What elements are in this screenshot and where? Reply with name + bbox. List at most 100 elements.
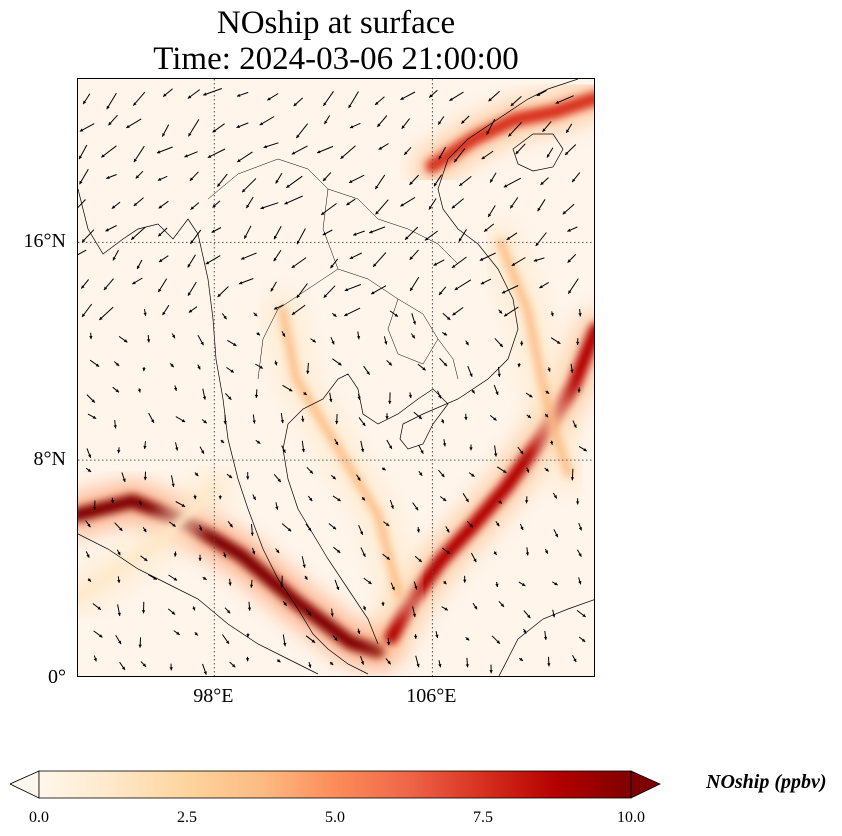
wind-arrow xyxy=(515,143,526,155)
wind-arrow xyxy=(87,413,97,420)
wind-arrow xyxy=(410,333,416,339)
wind-arrow xyxy=(552,609,556,618)
wind-arrow xyxy=(306,362,310,374)
wind-arrow xyxy=(249,579,254,588)
wind-arrow xyxy=(378,143,389,151)
colorbar-extend-min xyxy=(10,770,40,799)
wind-arrow xyxy=(523,610,531,619)
wind-arrow xyxy=(211,227,222,233)
wind-arrow xyxy=(267,93,279,101)
wind-arrow xyxy=(415,655,420,668)
wind-arrow xyxy=(374,174,386,190)
wind-arrow xyxy=(577,387,581,393)
wind-arrow xyxy=(255,439,261,445)
wind-arrow xyxy=(411,313,416,325)
wind-arrow xyxy=(274,360,278,366)
wind-arrow xyxy=(158,200,169,209)
wind-arrow xyxy=(169,521,176,528)
wind-arrow xyxy=(286,175,303,189)
wind-arrow xyxy=(203,88,222,96)
wind-arrow xyxy=(187,254,196,268)
wind-arrow xyxy=(113,420,117,429)
wind-arrow xyxy=(305,523,312,532)
wind-arrow xyxy=(458,176,472,187)
wind-arrow xyxy=(572,655,577,663)
wind-arrow xyxy=(194,631,199,636)
wind-arrow xyxy=(117,576,121,584)
coastlines xyxy=(78,79,594,676)
wind-arrow xyxy=(167,608,176,615)
wind-arrow xyxy=(472,602,478,610)
wind-arrow xyxy=(192,606,196,611)
wind-arrow xyxy=(173,385,178,392)
wind-arrow xyxy=(236,151,253,163)
lat-label: 0° xyxy=(48,666,66,688)
wind-arrow xyxy=(567,226,578,232)
wind-arrow xyxy=(199,446,205,454)
wind-arrow xyxy=(224,607,231,614)
wind-arrow xyxy=(412,502,419,511)
wind-arrow xyxy=(435,630,439,639)
wind-arrow xyxy=(362,605,366,611)
wind-arrow xyxy=(117,604,121,617)
wind-arrow xyxy=(126,118,142,129)
wind-arrow xyxy=(304,575,308,581)
wind-vectors xyxy=(78,88,588,675)
wind-arrow xyxy=(578,309,582,317)
wind-arrow xyxy=(295,123,308,139)
wind-arrow xyxy=(85,467,92,473)
wind-arrow xyxy=(363,577,372,585)
lane-core-3 xyxy=(496,238,573,478)
wind-arrow xyxy=(202,576,207,581)
wind-arrow xyxy=(438,660,442,668)
wind-arrow xyxy=(489,172,497,183)
wind-arrow xyxy=(576,549,582,557)
wind-arrow xyxy=(343,307,361,317)
wind-arrow xyxy=(80,279,89,289)
wind-arrow xyxy=(441,606,449,611)
wind-arrow xyxy=(110,497,115,504)
wind-arrow xyxy=(555,95,574,104)
wind-arrow xyxy=(562,203,575,215)
wind-arrow xyxy=(578,445,588,452)
wind-arrow xyxy=(413,411,423,420)
wind-arrow xyxy=(226,366,235,373)
wind-arrow xyxy=(564,144,577,156)
wind-arrow xyxy=(333,546,341,554)
colorbar-tick-label: 5.0 xyxy=(325,809,345,826)
wind-arrow xyxy=(260,202,279,210)
wind-arrow xyxy=(493,384,499,396)
wind-arrow xyxy=(158,255,169,263)
wind-arrow xyxy=(349,122,361,129)
wind-arrow xyxy=(193,494,197,500)
wind-arrow xyxy=(201,419,208,424)
wind-arrow xyxy=(273,473,282,483)
wind-arrow xyxy=(236,122,249,129)
wind-arrow xyxy=(199,524,203,531)
wind-arrow xyxy=(546,147,554,158)
wind-arrow xyxy=(547,656,551,667)
wind-arrow xyxy=(498,600,505,608)
wind-arrow xyxy=(442,547,451,555)
wind-arrow xyxy=(105,225,117,232)
coastline-hainan xyxy=(512,133,564,172)
wind-arrow xyxy=(400,91,416,101)
wind-arrow xyxy=(526,414,532,419)
wind-arrow xyxy=(255,363,264,369)
wind-arrow xyxy=(480,278,492,285)
wind-arrow xyxy=(308,661,312,668)
wind-arrow xyxy=(437,390,442,399)
wind-arrow xyxy=(187,89,200,99)
wind-arrow xyxy=(284,195,303,205)
wind-arrow xyxy=(535,232,547,247)
wind-arrow xyxy=(322,91,334,107)
wind-arrow xyxy=(81,229,95,243)
wind-arrow xyxy=(352,230,365,236)
wind-arrow xyxy=(382,553,391,561)
wind-arrow xyxy=(439,357,448,367)
wind-arrow xyxy=(85,551,90,558)
wind-arrow xyxy=(334,438,339,446)
colorbar-label: NOship (ppbv) xyxy=(706,771,827,793)
wind-arrow xyxy=(305,608,312,617)
wind-arrow xyxy=(466,520,474,528)
